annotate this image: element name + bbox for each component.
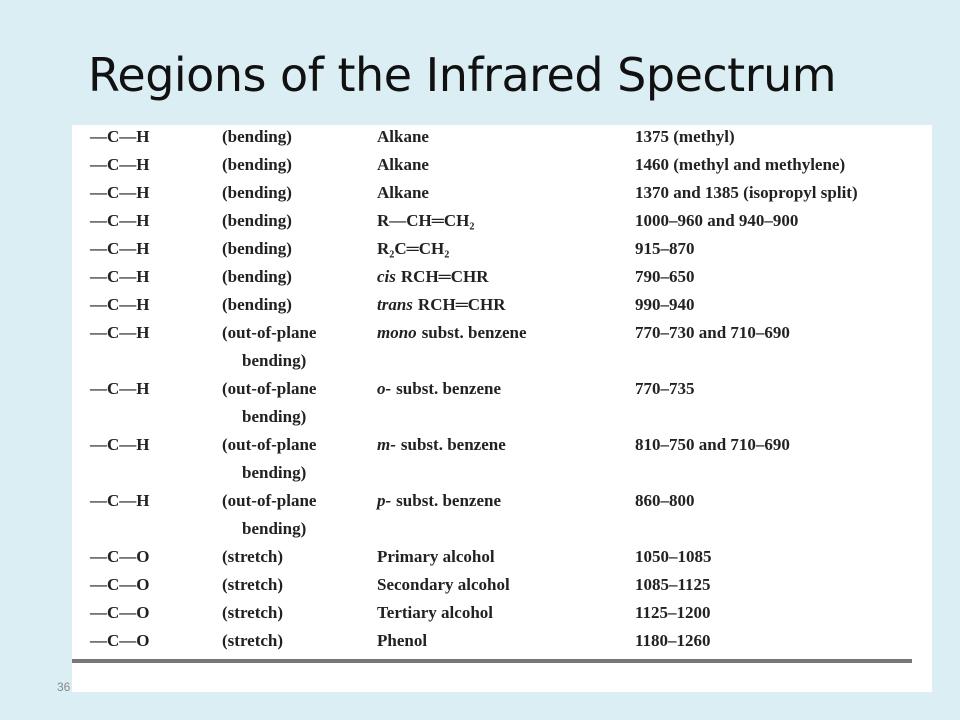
vibration-mode: (out-of-plane (222, 323, 317, 342)
compound: Phenol (377, 631, 428, 650)
bond: —C—H (90, 267, 150, 286)
compound-prefix: o- (377, 379, 392, 398)
wavenumber: 1375 (methyl) (635, 127, 735, 146)
vibration-mode: (bending) (222, 267, 292, 286)
compound: Alkane (377, 155, 429, 174)
wavenumber: 1460 (methyl and methylene) (635, 155, 846, 174)
vibration-mode: bending) (242, 407, 307, 426)
compound-name: RCH═CHR (400, 267, 489, 286)
compound-name: subst. benzene (396, 379, 502, 398)
compound-name: RCH═CHR (417, 295, 506, 314)
vibration-mode: (stretch) (222, 575, 284, 594)
vibration-mode: (out-of-plane (222, 379, 317, 398)
vibration-mode: bending) (242, 519, 307, 538)
wavenumber: 915–870 (635, 239, 695, 258)
wavenumber: 790–650 (635, 267, 695, 286)
wavenumber: 1370 and 1385 (isopropyl split) (635, 183, 858, 202)
bond: —C—H (90, 323, 150, 342)
bond: —C—O (90, 631, 150, 650)
vibration-mode: (bending) (222, 127, 292, 146)
wavenumber: 770–735 (635, 379, 695, 398)
compound-prefix: m- (377, 435, 396, 454)
vibration-mode: (bending) (222, 295, 292, 314)
vibration-mode: (stretch) (222, 631, 284, 650)
bond: —C—H (90, 127, 150, 146)
compound: trans RCH═CHR (377, 291, 506, 319)
compound: p-subst. benzene (377, 487, 501, 515)
bond: —C—H (90, 491, 150, 510)
wavenumber: 810–750 and 710–690 (635, 435, 790, 454)
vibration-mode: (bending) (222, 211, 292, 230)
bond: —C—O (90, 575, 150, 594)
bond: —C—H (90, 435, 150, 454)
compound: Tertiary alcohol (377, 603, 493, 622)
slide-title: Regions of the Infrared Spectrum (88, 48, 837, 102)
bond: —C—H (90, 183, 150, 202)
compound: cis RCH═CHR (377, 263, 489, 291)
wavenumber: 1085–1125 (635, 575, 711, 594)
compound: R—CH═CH₂ (377, 211, 475, 230)
compound-prefix: trans (377, 295, 413, 314)
vibration-mode: bending) (242, 463, 307, 482)
table-rule (72, 659, 912, 663)
bond: —C—O (90, 547, 150, 566)
compound: Primary alcohol (377, 547, 495, 566)
bond: —C—H (90, 295, 150, 314)
compound-prefix: p- (377, 491, 392, 510)
compound-name: subst. benzene (400, 435, 506, 454)
page-number: 36 (57, 680, 71, 694)
table-image: —C—H (bending) Alkane 1375 (methyl) —C—H (ben… (72, 125, 932, 692)
bond: —C—H (90, 155, 150, 174)
vibration-mode: (stretch) (222, 603, 284, 622)
compound-prefix: mono (377, 323, 417, 342)
compound: Alkane (377, 183, 429, 202)
bond: —C—H (90, 239, 150, 258)
vibration-mode: (bending) (222, 239, 292, 258)
wavenumber: 1050–1085 (635, 547, 712, 566)
vibration-mode: (out-of-plane (222, 491, 317, 510)
wavenumber: 860–800 (635, 491, 695, 510)
wavenumber: 1125–1200 (635, 603, 711, 622)
wavenumber: 990–940 (635, 295, 695, 314)
compound: mono subst. benzene (377, 319, 527, 347)
compound: o-subst. benzene (377, 375, 501, 403)
vibration-mode: (bending) (222, 155, 292, 174)
wavenumber: 1000–960 and 940–900 (635, 211, 799, 230)
bond: —C—H (90, 379, 150, 398)
compound-name: subst. benzene (421, 323, 527, 342)
vibration-mode: (out-of-plane (222, 435, 317, 454)
compound-prefix: cis (377, 267, 396, 286)
compound: R₂C═CH₂ (377, 239, 450, 258)
wavenumber: 1180–1260 (635, 631, 711, 650)
bond: —C—H (90, 211, 150, 230)
bond: —C—O (90, 603, 150, 622)
compound: Alkane (377, 127, 429, 146)
wavenumber: 770–730 and 710–690 (635, 323, 790, 342)
compound: m-subst. benzene (377, 431, 506, 459)
compound: Secondary alcohol (377, 575, 510, 594)
vibration-mode: (stretch) (222, 547, 284, 566)
vibration-mode: (bending) (222, 183, 292, 202)
compound-name: subst. benzene (396, 491, 502, 510)
vibration-mode: bending) (242, 351, 307, 370)
